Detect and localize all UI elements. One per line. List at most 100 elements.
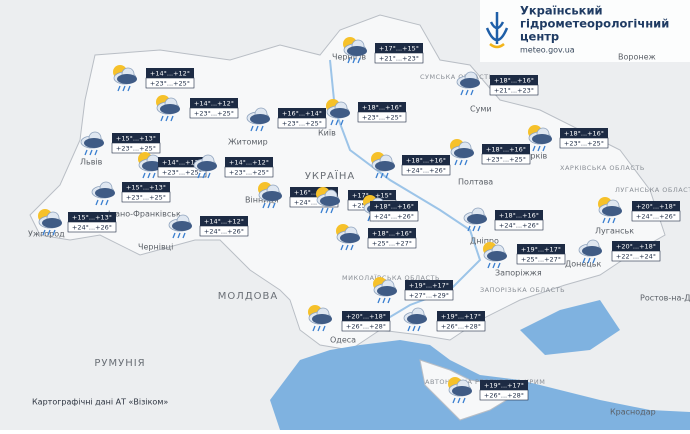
forecast-label: +18°...+16° +23°...+25° [357, 102, 407, 123]
night-box [190, 98, 238, 108]
rain-drop [47, 229, 51, 236]
forecast-label: +18°...+16° +25°...+27° [367, 228, 417, 249]
night-temperature: +18°...+16° [406, 157, 446, 165]
cloud [602, 206, 622, 216]
rain-drop [160, 115, 164, 122]
night-temperature: +18°...+16° [486, 146, 526, 154]
day-temperature: +23°...+25° [362, 114, 402, 122]
night-box [368, 228, 416, 238]
night-box [342, 311, 390, 321]
night-temperature: +15°...+13° [72, 214, 112, 222]
rain-drop [330, 119, 334, 126]
day-temperature: +23°...+25° [486, 156, 526, 164]
region-label: ЗАПОРІЗЬКА ОБЛАСТЬ [480, 286, 565, 294]
cloud [262, 191, 282, 201]
city-label: Дніпро [470, 237, 499, 246]
day-box [631, 210, 681, 222]
city-label: Полтава [458, 178, 493, 187]
weather-icon [316, 187, 340, 214]
day-box [494, 219, 544, 231]
rain-drop [127, 85, 131, 92]
rain-drop [94, 149, 98, 156]
day-box [367, 237, 417, 249]
night-temperature: +14°...+12° [150, 70, 190, 78]
rain-drop [587, 257, 591, 264]
forecast-label: +14°...+12° +23°...+25° [224, 157, 274, 178]
city-label: Чернівці [138, 243, 173, 252]
night-temperature: +14°...+12° [162, 159, 202, 167]
rain-drop [377, 297, 381, 304]
day-temperature: +23°...+25° [564, 140, 604, 148]
rain-drop [165, 115, 169, 122]
weather-icon [373, 277, 397, 304]
rain-drop [177, 232, 181, 239]
forecast-label: +18°...+16° +24°...+26° [494, 210, 544, 231]
rain-drop [497, 262, 501, 269]
night-temperature: +20°...+18° [636, 203, 676, 211]
rain-drop [170, 115, 174, 122]
weather-icon [80, 131, 104, 156]
cloud [340, 233, 360, 243]
cloud [532, 134, 552, 144]
rain-drop [335, 119, 339, 126]
rain-drop [320, 207, 324, 214]
rain-drop [462, 397, 466, 404]
forecast-label: +20°...+18° +22°...+24° [611, 241, 661, 262]
cloud [454, 148, 474, 158]
rain-drop [592, 257, 596, 264]
rain-drop [172, 232, 176, 239]
rain-drop [460, 89, 464, 96]
night-box [402, 155, 450, 165]
night-box [370, 201, 418, 211]
forecast-label: +20°...+18° +24°...+26° [631, 201, 681, 222]
org-title-line: центр [520, 30, 559, 44]
forecast-label: +18°...+16° +23°...+25° [481, 144, 531, 165]
rain-drop [312, 325, 316, 332]
rain-drop [582, 257, 586, 264]
weather-icon [258, 182, 282, 209]
night-box [348, 190, 396, 200]
day-box [516, 253, 566, 265]
rain-drop [367, 215, 371, 222]
rain-drop [464, 159, 468, 166]
region-label: ХАРКІВСЬКА ОБЛАСТЬ [560, 164, 645, 172]
rain-drop [387, 297, 391, 304]
city-label: Львів [80, 158, 103, 167]
weather-icon [456, 71, 480, 96]
day-box [157, 166, 207, 178]
city-label: Ужгород [28, 230, 65, 239]
day-temperature: +23°...+25° [126, 194, 166, 202]
day-temperature: +25°...+27° [521, 256, 561, 264]
cloud [42, 218, 62, 228]
cloud [452, 386, 472, 396]
night-temperature: +14°...+12° [194, 100, 234, 108]
weather-icon [326, 99, 350, 126]
weather-icon [578, 239, 602, 264]
cloud [375, 161, 395, 171]
forecast-label: +18°...+16° +24°...+26° [401, 155, 451, 176]
rain-drop [325, 207, 329, 214]
region-label: ЛУГАНСЬКА ОБЛАСТЬ [615, 186, 690, 194]
rain-drop [385, 172, 389, 179]
attribution: Картографічні дані АТ «Візіком» [32, 398, 168, 407]
night-temperature: +16°...+14° [282, 110, 322, 118]
weather-icon [463, 207, 487, 232]
day-box [145, 77, 195, 89]
city-label: Суми [470, 105, 492, 114]
day-temperature: +24°...+26° [406, 167, 446, 175]
weather-icon [91, 181, 115, 206]
weather-icon [598, 197, 622, 224]
day-temperature: +21°...+23° [379, 55, 419, 63]
day-box [357, 111, 407, 123]
night-temperature: +18°...+16° [564, 130, 604, 138]
city-label: Запоріжжя [495, 269, 542, 278]
rain-drop [537, 145, 541, 152]
rain-drop [340, 244, 344, 251]
forecast-label: +20°...+18° +26°...+28° [341, 311, 391, 332]
forecast-label: +18°...+16° +21°...+23° [489, 75, 539, 96]
weather-icon [308, 305, 332, 332]
cloud [330, 108, 350, 118]
rain-drop [457, 397, 461, 404]
